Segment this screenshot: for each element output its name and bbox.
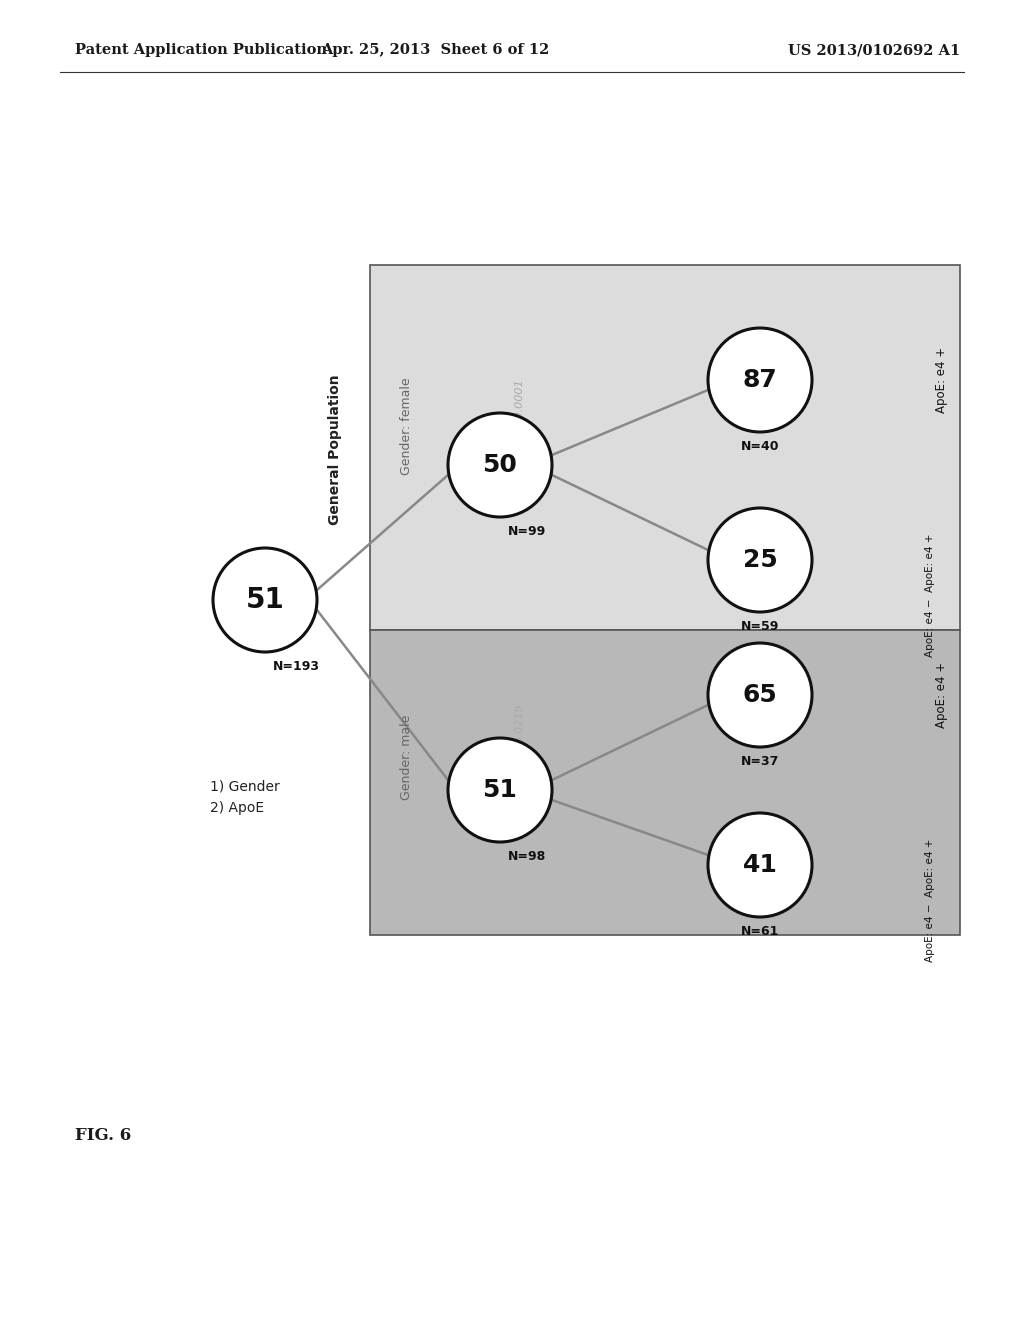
Text: General Population: General Population [328,375,342,525]
Text: 50: 50 [482,453,517,477]
Ellipse shape [449,413,552,517]
Text: N=37: N=37 [740,755,779,768]
Text: US 2013/0102692 A1: US 2013/0102692 A1 [787,44,961,57]
Text: Gender: female: Gender: female [400,378,413,475]
Text: ApoE: e4 +: ApoE: e4 + [936,661,948,729]
Text: 25: 25 [742,548,777,572]
Text: N=99: N=99 [508,525,546,539]
Text: 1) Gender
2) ApoE: 1) Gender 2) ApoE [210,780,280,814]
Bar [370,265,961,630]
Bar [370,630,961,935]
Text: 41: 41 [742,853,777,876]
Ellipse shape [708,813,812,917]
Ellipse shape [708,643,812,747]
Ellipse shape [708,508,812,612]
Text: 51: 51 [482,777,517,803]
Text: N=59: N=59 [740,620,779,634]
Text: 65: 65 [742,682,777,708]
Text: 87: 87 [742,368,777,392]
Text: Patent Application Publication: Patent Application Publication [75,44,327,57]
Text: p=0.0219: p=0.0219 [515,705,525,760]
Text: ApoE: e4 +: ApoE: e4 + [936,347,948,413]
Text: FIG. 6: FIG. 6 [75,1126,131,1143]
Ellipse shape [708,327,812,432]
Text: N=40: N=40 [740,440,779,453]
Ellipse shape [449,738,552,842]
Text: Apr. 25, 2013  Sheet 6 of 12: Apr. 25, 2013 Sheet 6 of 12 [321,44,549,57]
Text: 51: 51 [246,586,285,614]
Text: N=98: N=98 [508,850,546,863]
Text: p<0.0001: p<0.0001 [515,379,525,436]
Text: Gender: male: Gender: male [400,714,413,800]
Text: N=193: N=193 [273,660,319,673]
Text: ApoE: e4 −  ApoE: e4 +: ApoE: e4 − ApoE: e4 + [925,533,935,656]
Text: N=61: N=61 [740,925,779,939]
Ellipse shape [213,548,317,652]
Text: ApoE: e4 −  ApoE: e4 +: ApoE: e4 − ApoE: e4 + [925,838,935,962]
